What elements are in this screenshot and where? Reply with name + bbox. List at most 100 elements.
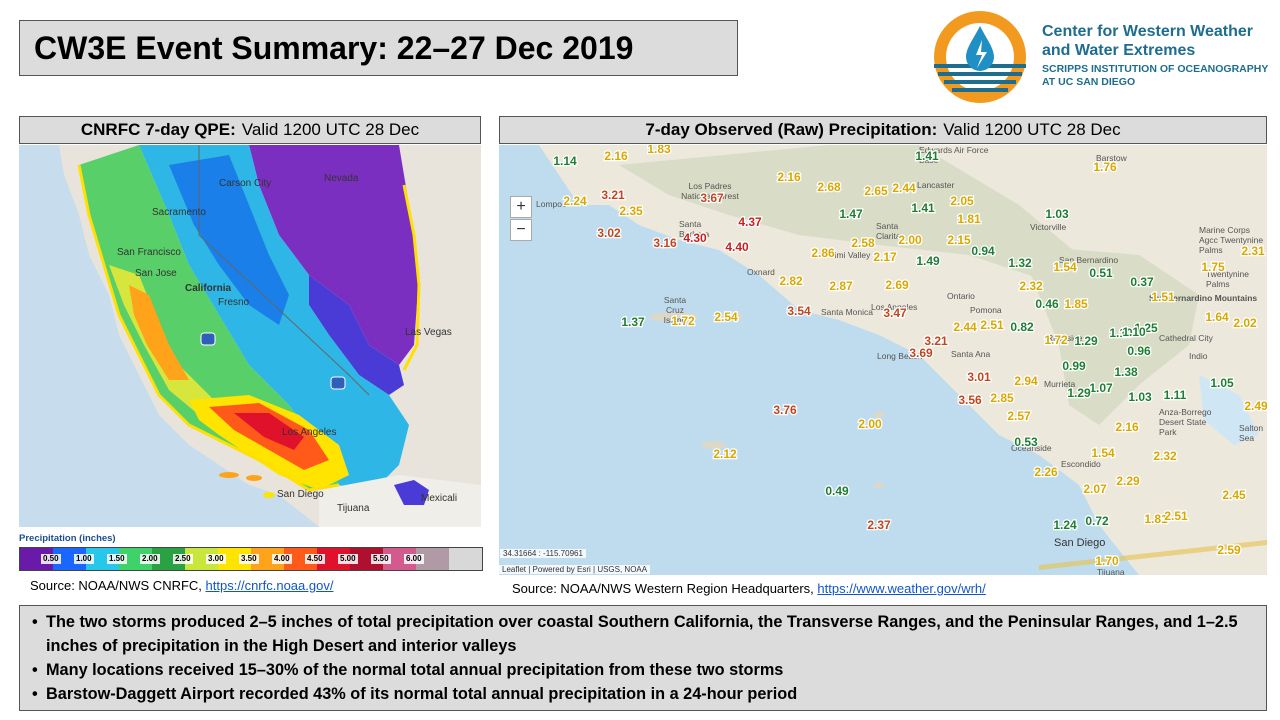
precipitation-legend: Precipitation (inches) 0.50 1.00 1.50 2.00 2…: [19, 533, 483, 573]
place-oxnard: Oxnard: [747, 267, 775, 277]
place-tijuana: Tijuana: [337, 503, 370, 514]
place-lompoc: Lompoc: [536, 199, 567, 209]
legend-swatch: 0.50: [41, 548, 86, 570]
station-value-label: 2.31: [1241, 244, 1265, 258]
station-value-label: 0.51: [1089, 266, 1113, 280]
station-value-label: 1.70: [1095, 554, 1119, 568]
station-value-label: 2.16: [1115, 420, 1139, 434]
station-value-label: 1.10: [1109, 326, 1133, 340]
station-value-label: 2.59: [1217, 543, 1241, 557]
place-ontario: Ontario: [947, 291, 975, 301]
place-santa-monica: Santa Monica: [821, 307, 873, 317]
station-value-label: 2.54: [714, 310, 738, 324]
place-san-diego: San Diego: [277, 489, 324, 500]
station-value-label: 1.29: [1074, 334, 1098, 348]
place-pomona: Pomona: [970, 305, 1002, 315]
station-value-label: 1.76: [1093, 160, 1117, 174]
place-oceanside: Oceanside: [1011, 443, 1052, 453]
station-value-label: 3.02: [597, 226, 621, 240]
left-source-prefix: Source: NOAA/NWS CNRFC,: [30, 578, 202, 593]
place-murrieta: Murrieta: [1044, 379, 1076, 389]
place-victorville: Victorville: [1030, 222, 1067, 232]
legend-tick-label: 3.00: [206, 554, 226, 564]
cnrfc-link[interactable]: https://cnrfc.noaa.gov/: [205, 578, 334, 593]
event-summary: The two storms produced 2–5 inches of to…: [19, 605, 1267, 711]
legend-swatch: 1.00: [74, 548, 119, 570]
station-value-label: 1.37: [621, 315, 645, 329]
station-value-label: 2.58: [851, 236, 875, 250]
legend-swatch: 6.00: [404, 548, 449, 570]
wrh-link[interactable]: https://www.weather.gov/wrh/: [817, 581, 986, 596]
station-value-label: 3.69: [909, 346, 933, 360]
zoom-out-button[interactable]: −: [510, 219, 532, 241]
legend-swatch: 4.50: [305, 548, 350, 570]
page-title: CW3E Event Summary: 22–27 Dec 2019: [19, 20, 738, 76]
place-twentynine-palms: Twentynine Palms: [1206, 269, 1249, 289]
cnrfc-qpe-map: Carson City Nevada Sacramento San Franci…: [19, 145, 481, 527]
place-california: California: [185, 283, 232, 294]
station-value-label: 1.54: [1053, 260, 1077, 274]
place-san-bernardino: San Bernardino: [1059, 255, 1119, 265]
legend-tick-label: 1.00: [74, 554, 94, 564]
place-carson-city: Carson City: [219, 178, 272, 189]
place-los-angeles: Los Angeles: [282, 427, 337, 438]
place-indio: Indio: [1189, 351, 1208, 361]
station-value-label: 2.44: [892, 181, 916, 195]
station-value-label: 2.44: [953, 320, 977, 334]
station-value-label: 2.17: [873, 250, 897, 264]
legend-swatch: 2.50: [173, 548, 218, 570]
map-place-labels: Barstow Lancaster Victorville Los Padres…: [499, 145, 1267, 575]
legend-swatch: [20, 548, 53, 570]
station-value-label: 1.14: [553, 154, 577, 168]
station-value-label: 1.75: [1201, 260, 1225, 274]
place-barstow: Barstow: [1096, 153, 1127, 163]
station-value-label: 0.94: [971, 244, 995, 258]
right-source: Source: NOAA/NWS Western Region Headquar…: [512, 581, 986, 596]
cw3e-logo-icon: [934, 11, 1026, 103]
station-value-label: 2.37: [867, 518, 891, 532]
map-attribution[interactable]: Leaflet | Powered by Esri | USGS, NOAA: [499, 565, 651, 574]
legend-tick-label: 2.50: [173, 554, 193, 564]
station-value-label: 1.10: [1122, 325, 1146, 339]
station-value-label: 1.72: [671, 314, 695, 328]
place-cathedral-city: Cathedral City: [1159, 333, 1213, 343]
station-value-label: 1.25: [1134, 321, 1158, 335]
station-value-label: 1.47: [839, 207, 863, 221]
station-value-label: 3.76: [773, 403, 797, 417]
place-fresno: Fresno: [218, 297, 250, 308]
station-value-label: 2.49: [1244, 399, 1267, 413]
station-value-label: 1.64: [1205, 310, 1229, 324]
station-value-label: 2.00: [898, 233, 922, 247]
place-escondido: Escondido: [1061, 459, 1101, 469]
station-value-label: 2.51: [980, 318, 1004, 332]
station-value-label: 0.82: [1010, 320, 1034, 334]
zoom-in-button[interactable]: +: [510, 196, 532, 218]
station-value-label: 1.81: [1144, 512, 1168, 526]
station-value-label: 2.51: [1164, 509, 1188, 523]
place-sb-mountains: San Bernardino Mountains: [1149, 293, 1258, 303]
legend-swatch: [449, 548, 482, 570]
observed-precip-map[interactable]: Barstow Lancaster Victorville Los Padres…: [499, 145, 1267, 575]
place-nevada: Nevada: [324, 173, 359, 184]
legend-swatch: 4.00: [272, 548, 317, 570]
legend-tick-label: 5.50: [371, 554, 391, 564]
place-anza-borrego: Anza-Borrego Desert State Park: [1159, 407, 1212, 437]
station-value-label: 1.72: [1044, 333, 1068, 347]
place-las-vegas: Las Vegas: [405, 327, 452, 338]
place-santa-barbara: Santa Barbara: [679, 219, 710, 239]
legend-swatch: 5.50: [371, 548, 416, 570]
station-value-label: 1.41: [915, 149, 939, 163]
place-san-diego-r: San Diego: [1054, 537, 1106, 549]
place-mexicali: Mexicali: [421, 493, 458, 504]
station-value-label: 2.26: [1034, 465, 1058, 479]
right-source-prefix: Source: NOAA/NWS Western Region Headquar…: [512, 581, 814, 596]
station-value-label: 1.29: [1067, 386, 1091, 400]
logo-line-4: AT UC SAN DIEGO: [1042, 76, 1136, 88]
station-value-label: 0.99: [1062, 359, 1086, 373]
place-edwards-afb: Edwards Air Force Base: [919, 145, 989, 165]
station-value-label: 2.02: [1233, 316, 1257, 330]
station-value-label: 3.21: [601, 188, 625, 202]
station-value-label: 1.05: [1210, 376, 1234, 390]
station-value-label: 1.41: [911, 201, 935, 215]
station-value-label: 2.05: [950, 194, 974, 208]
